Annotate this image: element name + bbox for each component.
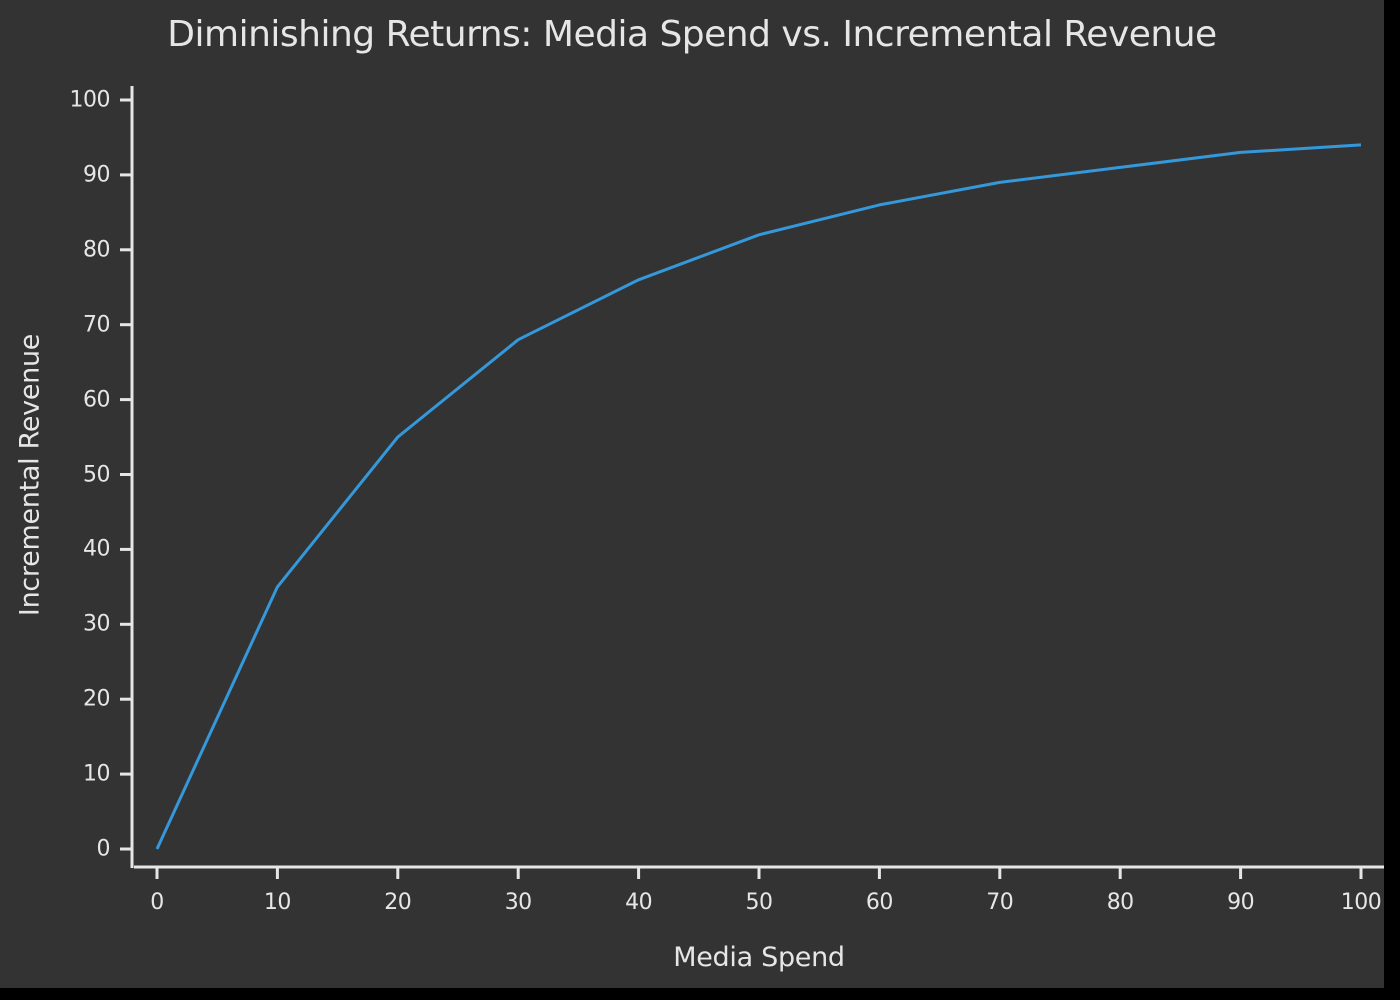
- chart-canvas: Diminishing Returns: Media Spend vs. Inc…: [0, 0, 1384, 988]
- x-tick-label: 20: [384, 890, 412, 915]
- axes: [120, 86, 1384, 879]
- y-tick-label: 80: [83, 237, 111, 263]
- y-tick-label: 90: [83, 162, 111, 188]
- x-tick-label: 70: [986, 890, 1014, 915]
- x-tick-label: 30: [504, 890, 533, 915]
- x-axis-label: Media Spend: [673, 942, 845, 973]
- data-line: [155, 143, 1362, 850]
- x-tick-label: 10: [263, 890, 292, 915]
- chart-title: Diminishing Returns: Media Spend vs. Inc…: [167, 14, 1217, 55]
- x-ticks: [155, 867, 1363, 879]
- x-tick-label: 90: [1227, 890, 1255, 915]
- x-tick-label: 60: [865, 890, 894, 915]
- y-tick-label: 100: [69, 87, 111, 113]
- y-tick-label: 40: [83, 536, 111, 562]
- y-tick-label: 60: [83, 387, 111, 413]
- y-tick-label: 30: [83, 611, 111, 637]
- y-tick-label: 50: [83, 462, 111, 487]
- x-tick-label: 0: [150, 890, 164, 915]
- y-ticks: [120, 98, 132, 851]
- plot-area: [120, 86, 1384, 879]
- x-tick-label: 40: [625, 890, 653, 915]
- y-tick-label: 70: [83, 312, 111, 338]
- x-tick-label: 100: [1340, 890, 1382, 915]
- y-tick-label: 10: [83, 761, 111, 787]
- x-tick-label: 50: [745, 890, 774, 915]
- y-tick-label: 0: [96, 836, 111, 862]
- y-tick-label: 20: [83, 686, 111, 712]
- x-tick-label: 80: [1106, 890, 1135, 915]
